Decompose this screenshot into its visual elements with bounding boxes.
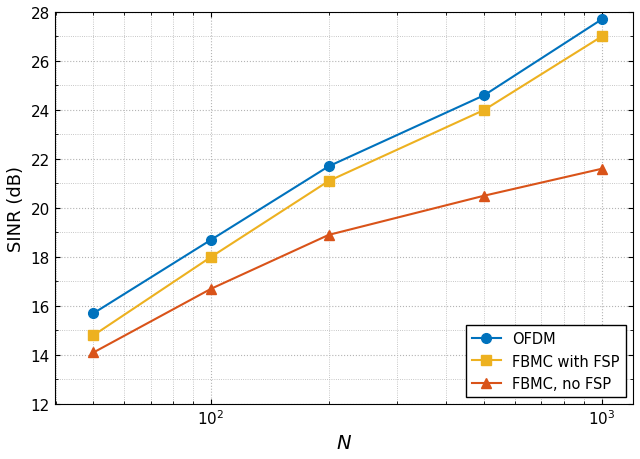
OFDM bbox=[325, 164, 333, 170]
Y-axis label: SINR (dB): SINR (dB) bbox=[7, 166, 25, 252]
X-axis label: $N$: $N$ bbox=[336, 433, 352, 452]
Line: FBMC, no FSP: FBMC, no FSP bbox=[88, 164, 607, 358]
FBMC, no FSP bbox=[481, 194, 488, 199]
Line: FBMC with FSP: FBMC with FSP bbox=[88, 33, 607, 341]
FBMC, no FSP bbox=[325, 233, 333, 238]
FBMC with FSP bbox=[481, 108, 488, 113]
OFDM bbox=[598, 17, 605, 23]
Legend: OFDM, FBMC with FSP, FBMC, no FSP: OFDM, FBMC with FSP, FBMC, no FSP bbox=[466, 326, 626, 397]
FBMC with FSP bbox=[90, 333, 97, 338]
FBMC with FSP bbox=[207, 255, 215, 260]
Line: OFDM: OFDM bbox=[88, 16, 607, 319]
OFDM bbox=[207, 237, 215, 243]
FBMC, no FSP bbox=[90, 350, 97, 355]
FBMC, no FSP bbox=[598, 167, 605, 172]
FBMC with FSP bbox=[325, 179, 333, 185]
OFDM bbox=[90, 311, 97, 316]
FBMC, no FSP bbox=[207, 286, 215, 292]
FBMC with FSP bbox=[598, 34, 605, 40]
OFDM bbox=[481, 93, 488, 99]
